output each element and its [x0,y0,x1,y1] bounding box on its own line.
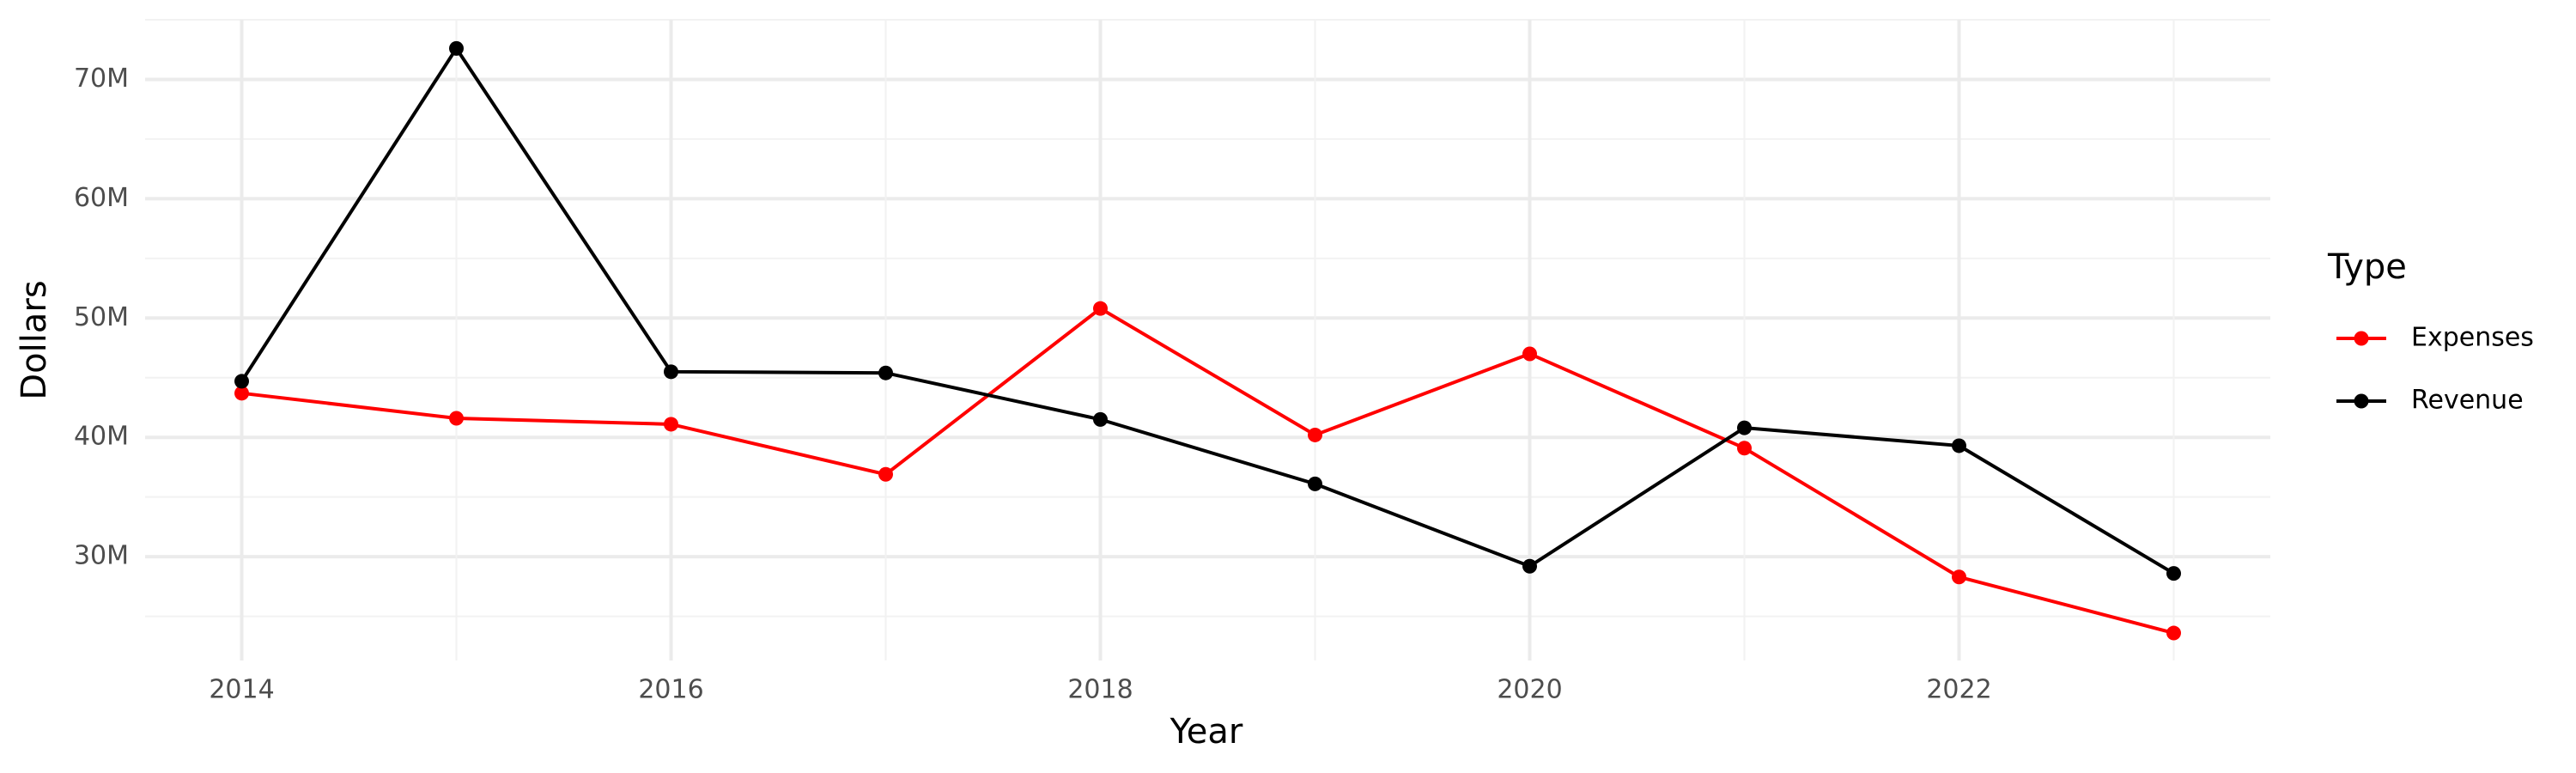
y-tick-label: 50M [74,302,129,332]
legend-marker [2354,331,2369,346]
data-point [1952,569,1966,585]
series-line [241,306,2175,635]
legend-label: Expenses [2411,323,2534,353]
data-point [878,466,893,482]
data-point [1308,427,1322,442]
data-point [1952,438,1966,453]
data-point [234,374,249,389]
data-point [2166,625,2181,641]
x-tick-label: 2016 [638,675,703,705]
data-point [1308,476,1322,491]
data-point [1093,411,1108,427]
data-point [234,386,249,401]
data-point [2166,566,2181,581]
data-point [1737,441,1752,456]
legend-title: Type [2327,247,2407,287]
data-point [1522,346,1537,362]
legend-marker [2354,393,2369,409]
data-point [664,364,678,380]
grid [145,19,2270,660]
x-axis-title: Year [1170,712,1243,752]
y-tick-label: 30M [74,541,129,571]
data-point [449,40,464,56]
data-point [878,365,893,380]
y-axis-title: Dollars [15,280,54,399]
data-point [1522,558,1537,574]
data-point [449,411,464,426]
y-tick-label: 40M [74,422,129,452]
x-tick-label: 2022 [1926,675,1991,705]
plot-marks [234,40,2181,641]
series-line [240,45,2175,575]
y-tick-label: 70M [74,64,129,94]
data-point [1093,301,1108,316]
data-point [1737,420,1752,435]
x-tick-label: 2020 [1497,675,1562,705]
data-point [664,417,678,432]
x-tick-label: 2014 [209,675,274,705]
x-tick-label: 2018 [1067,675,1133,705]
y-tick-label: 60M [74,183,129,213]
legend-label: Revenue [2411,386,2524,416]
